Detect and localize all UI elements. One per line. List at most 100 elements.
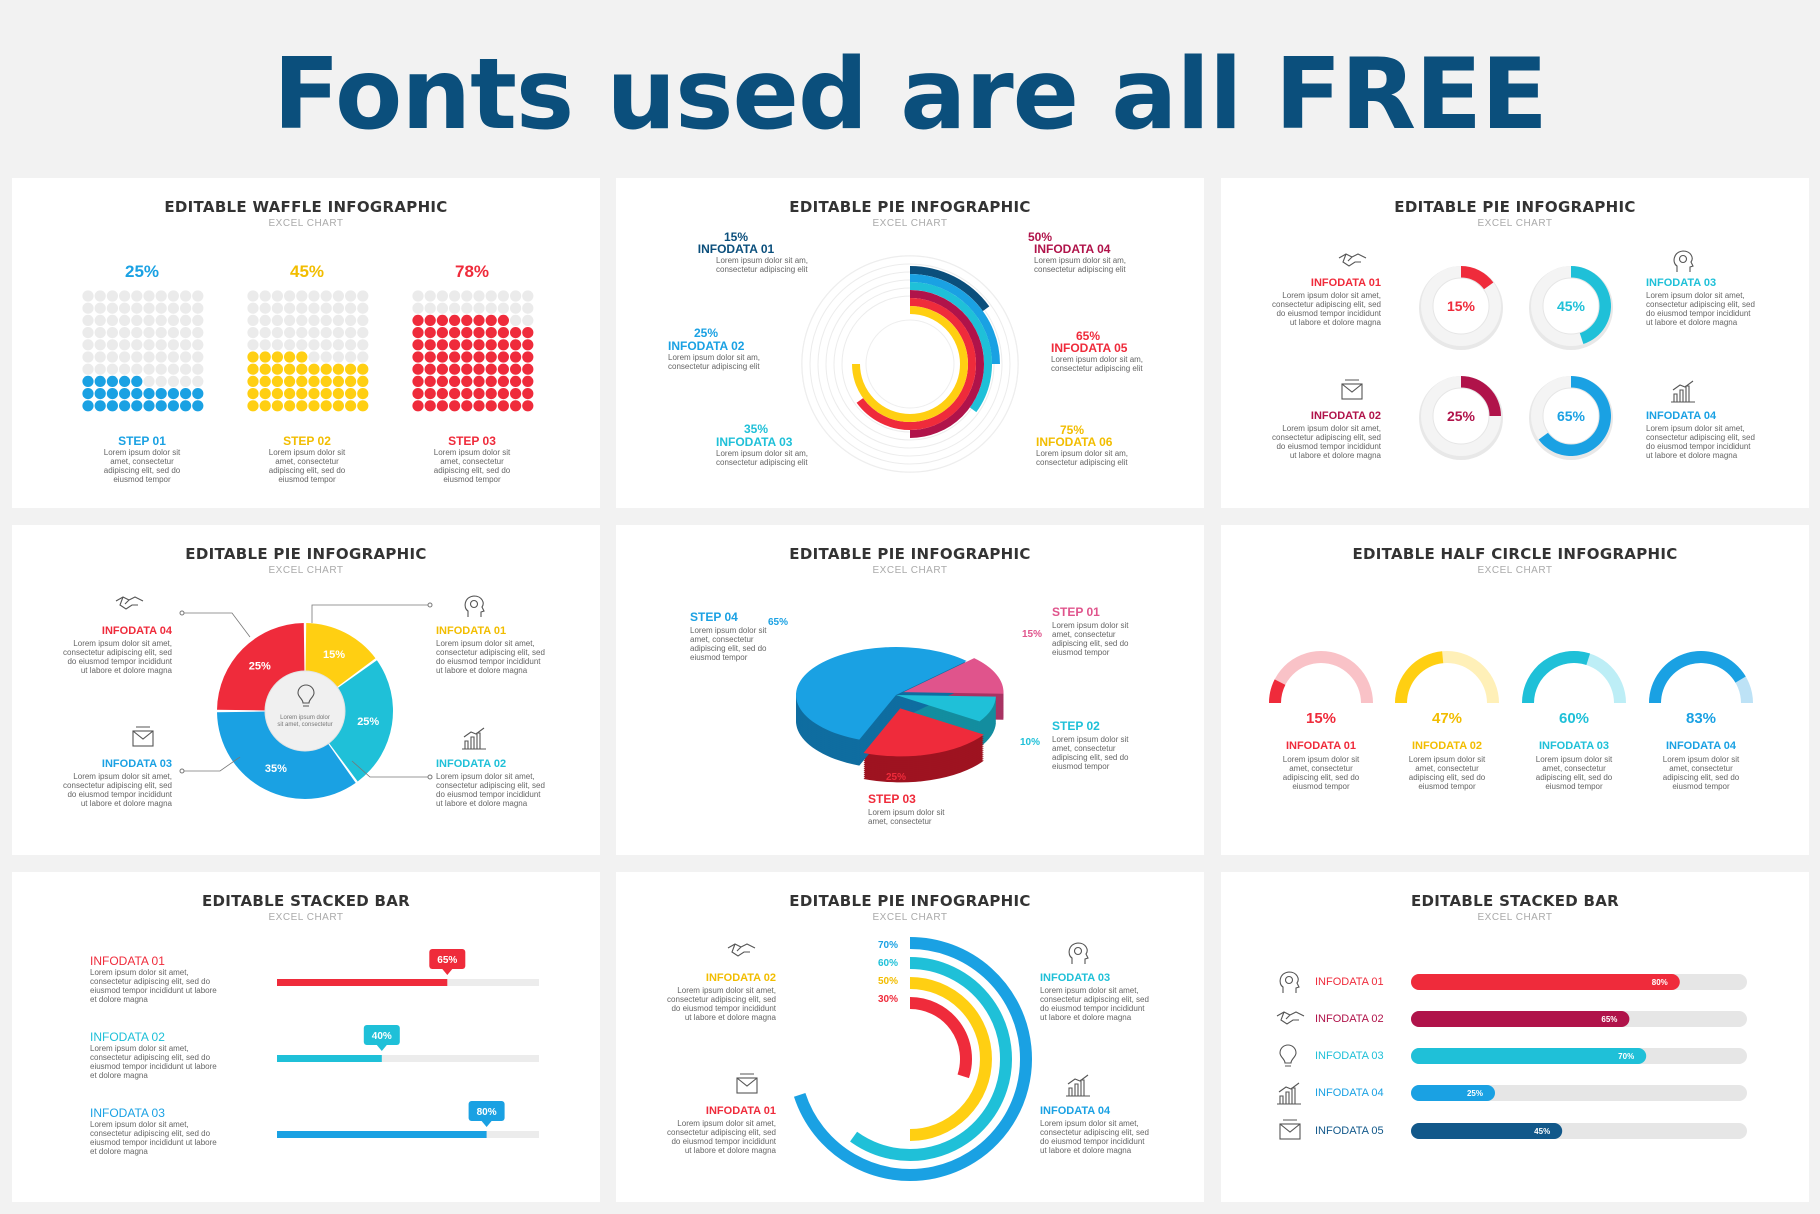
segment-center <box>264 670 346 752</box>
waffle-dot-filled <box>106 388 118 400</box>
hc-desc-1: Lorem ipsum dolor sit amet, consectetur … <box>1282 755 1360 791</box>
half-circle-chart <box>1269 650 1753 703</box>
waffle-dot-filled <box>271 351 283 363</box>
waffle-dot-filled <box>320 400 332 412</box>
waffle-dot-empty <box>345 339 357 351</box>
waffle-dot-empty <box>271 327 283 339</box>
waffle-dot-empty <box>332 302 344 314</box>
waffle-dot-filled <box>424 388 436 400</box>
conc-pct-2: 25% <box>694 326 719 340</box>
waffle-dot-empty <box>345 314 357 326</box>
waffle-dot-empty <box>131 339 143 351</box>
waffle-dot-empty <box>308 290 320 302</box>
fd-label-3: INFODATA 03 <box>1646 277 1717 289</box>
bar-chart-icon <box>1277 1082 1301 1105</box>
waffle-dot-empty <box>167 351 179 363</box>
waffle-dot-empty <box>143 290 155 302</box>
waffle-step-1: STEP 01 <box>118 434 166 448</box>
conc-pct-4: 50% <box>1028 230 1053 244</box>
waffle-dot-filled <box>424 400 436 412</box>
waffle-dot-empty <box>296 327 308 339</box>
waffle-dot-filled <box>485 339 497 351</box>
waffle-dot-empty <box>308 327 320 339</box>
waffle-dot-filled <box>473 327 485 339</box>
waffle-dot-empty <box>449 302 461 314</box>
donut-value: 25% <box>1447 408 1476 424</box>
waffle-dot-empty <box>296 314 308 326</box>
p3-desc-1: Lorem ipsum dolor sit amet, consectetur … <box>1052 621 1129 657</box>
conc-pct-6: 75% <box>1060 423 1085 437</box>
card-title: EDITABLE HALF CIRCLE INFOGRAPHIC <box>1352 545 1678 563</box>
waffle-dot-filled <box>296 351 308 363</box>
waffle-dot-empty <box>131 351 143 363</box>
waffle-dot-filled <box>412 375 424 387</box>
waffle-dot-filled <box>155 388 167 400</box>
bar-tag-value: 40% <box>372 1031 392 1042</box>
head-gear-icon <box>1279 971 1300 993</box>
waffle-dot-empty <box>192 302 204 314</box>
center-caption: Lorem ipsum dolor <box>280 715 330 721</box>
connector-line <box>311 604 430 623</box>
waffle-dot-filled <box>284 400 296 412</box>
waffle-dot-filled <box>271 388 283 400</box>
conc-desc-2: Lorem ipsum dolor sit am, consectetur ad… <box>668 353 761 371</box>
waffle-dot-filled <box>522 400 534 412</box>
hc-label-4: INFODATA 04 <box>1665 740 1737 752</box>
fd-label-2: INFODATA 02 <box>1310 410 1381 422</box>
waffle-dot-empty <box>167 363 179 375</box>
stacked-bar-chart-2: 80% 65% 70% 25% 45% <box>1276 971 1747 1140</box>
waffle-dot-filled <box>320 388 332 400</box>
donut-value: 45% <box>1557 298 1586 314</box>
waffle-dot-empty <box>247 290 259 302</box>
waffle-dot-empty <box>522 314 534 326</box>
conc-desc-6: Lorem ipsum dolor sit am, consectetur ad… <box>1036 449 1129 467</box>
sb2-label-5: INFODATA 05 <box>1315 1125 1384 1137</box>
waffle-dot-filled <box>436 363 448 375</box>
bar-tag-pointer <box>481 1121 492 1127</box>
waffle-dot-empty <box>284 327 296 339</box>
waffle-dot-filled <box>485 400 497 412</box>
waffle-dot-filled <box>449 363 461 375</box>
bar-value: 70% <box>1618 1052 1634 1061</box>
waffle-dot-filled <box>259 363 271 375</box>
waffle-dot-empty <box>119 290 131 302</box>
bar-tag <box>363 1025 400 1045</box>
icon-stroke <box>1279 1119 1301 1133</box>
icon-stroke <box>297 684 315 707</box>
waffle-dot-filled <box>155 400 167 412</box>
sd-label-2: INFODATA 02 <box>436 758 507 770</box>
waffle-dot-empty <box>180 363 192 375</box>
icon-stroke <box>462 727 486 750</box>
waffle-dot-empty <box>271 314 283 326</box>
waffle-dot-filled <box>247 363 259 375</box>
icon-stroke <box>132 726 154 740</box>
waffle-dot-filled <box>332 363 344 375</box>
waffle-dot-filled <box>296 388 308 400</box>
waffle-dot-empty <box>167 314 179 326</box>
donut-fill <box>1538 376 1611 457</box>
waffle-step-2: STEP 02 <box>283 434 331 448</box>
concentric-pie-chart <box>801 255 1019 473</box>
sb1-label-1: INFODATA 01 <box>90 954 165 968</box>
card-waffle: EDITABLE WAFFLE INFOGRAPHIC EXCEL CHART … <box>12 178 600 508</box>
waffle-dot-empty <box>485 290 497 302</box>
bar-tag <box>468 1101 505 1121</box>
sd-label-1: INFODATA 01 <box>436 625 507 637</box>
waffle-dot-filled <box>424 363 436 375</box>
sd-desc-4: Lorem ipsum dolor sit amet, consectetur … <box>63 639 172 675</box>
waffle-dot-empty <box>119 302 131 314</box>
waffle-chart <box>82 290 534 412</box>
waffle-dot-empty <box>106 302 118 314</box>
sd-desc-2: Lorem ipsum dolor sit amet, consectetur … <box>436 772 545 808</box>
segment-value: 35% <box>265 763 287 775</box>
waffle-dot-empty <box>143 302 155 314</box>
waffle-dot-filled <box>82 388 94 400</box>
waffle-dot-filled <box>485 314 497 326</box>
waffle-dot-empty <box>119 363 131 375</box>
waffle-dot-empty <box>345 351 357 363</box>
conc-arc <box>850 957 1012 1161</box>
waffle-dot-empty <box>357 290 369 302</box>
icon-stroke <box>1341 379 1363 393</box>
half-fill <box>1649 650 1746 703</box>
segment-value: 15% <box>323 649 345 661</box>
